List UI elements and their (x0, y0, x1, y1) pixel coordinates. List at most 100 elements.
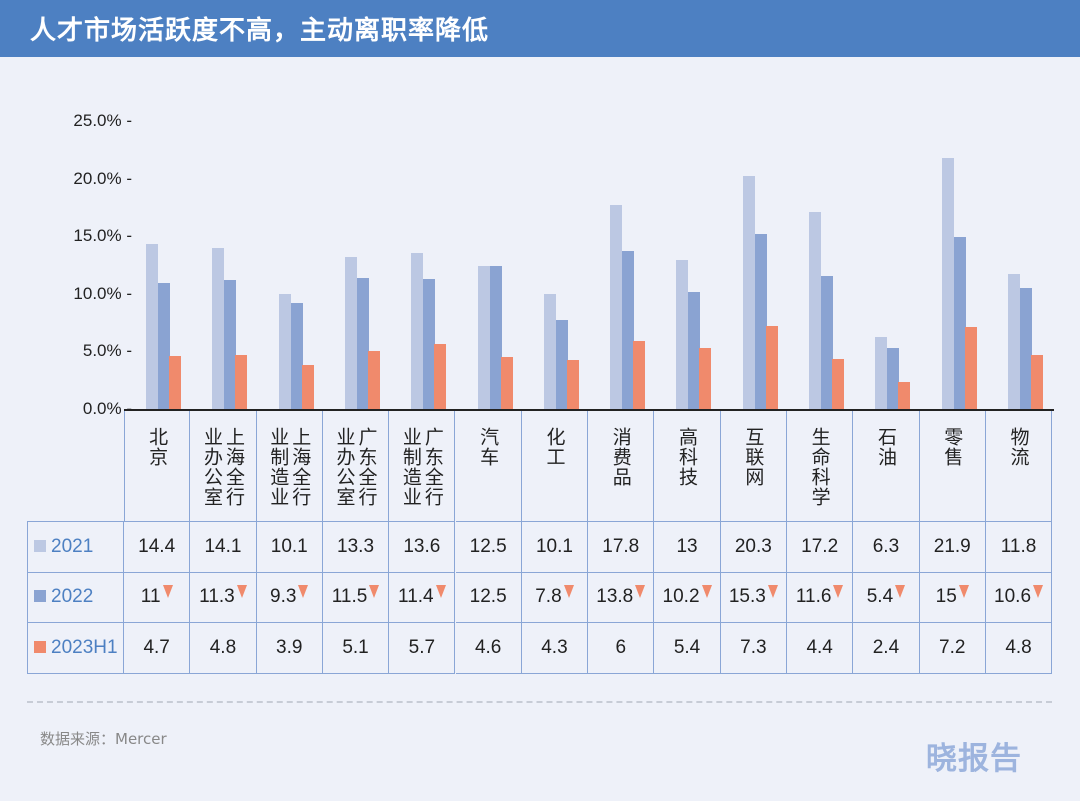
data-label: 5.4 (853, 572, 920, 623)
category-header: 高科技 (654, 411, 721, 521)
data-label: 20.3 (720, 521, 787, 573)
data-label: 10.1 (521, 521, 589, 573)
value-text: 13.6 (403, 536, 441, 557)
category-header: 北京 (124, 411, 191, 521)
decrease-triangle-icon (767, 585, 778, 598)
legend-label: 2021 (51, 536, 94, 557)
category-header: 石油 (853, 411, 920, 521)
decrease-triangle-icon (635, 585, 646, 598)
data-label: 12.5 (455, 521, 522, 573)
value-text: 20.3 (734, 536, 772, 557)
value-text: 4.4 (806, 637, 833, 658)
title-bar: 人才市场活跃度不高，主动离职率降低 (0, 0, 1080, 57)
value-text: 14.1 (204, 536, 242, 557)
data-label: 12.5 (455, 572, 522, 623)
data-label: 2.4 (853, 623, 920, 674)
category-header: 广东全行业办公室 (323, 411, 390, 521)
data-label: 4.8 (985, 623, 1053, 674)
bar-2021 (344, 256, 357, 410)
value-text: 4.6 (474, 637, 502, 658)
decrease-triangle-icon (833, 585, 844, 598)
legend-label: 2023H1 (51, 637, 118, 658)
bar-2022 (356, 277, 369, 410)
bar-2023H1 (367, 351, 380, 410)
value-text: 11.8 (1000, 536, 1037, 557)
category-label: 高科技 (676, 427, 699, 487)
bar-2021 (411, 253, 424, 410)
value-text: 5.7 (408, 637, 436, 658)
category-header: 生命科学 (787, 411, 854, 521)
category-label: 广东全行业办公室 (333, 427, 378, 507)
value-text: 12.5 (469, 586, 507, 607)
legend-label: 2022 (51, 586, 94, 607)
decrease-triangle-icon (236, 585, 247, 598)
value-text: 11.5 (331, 586, 368, 607)
category-label: 零售 (941, 427, 964, 467)
decrease-triangle-icon (895, 585, 906, 598)
value-text: 10.2 (662, 586, 700, 607)
value-text: 3.9 (276, 637, 303, 658)
bar-2021 (1007, 274, 1020, 410)
bar-2022 (158, 283, 170, 410)
category-label: 石油 (874, 427, 897, 467)
y-tick-label: 10.0% - (73, 283, 132, 303)
bar-2023H1 (235, 354, 248, 410)
bar-2023H1 (765, 325, 778, 410)
category-label: 互联网 (742, 427, 765, 487)
divider (27, 701, 1052, 703)
data-label: 11 (124, 572, 191, 623)
bar-2021 (875, 337, 888, 410)
value-text: 4.3 (541, 637, 568, 658)
value-text: 13.3 (337, 536, 375, 557)
value-text: 4.8 (209, 637, 237, 658)
bar-2022 (555, 320, 568, 410)
data-label: 10.2 (654, 572, 721, 623)
bar-2023H1 (169, 355, 181, 410)
category-header: 物流 (986, 411, 1053, 521)
value-text: 4.7 (143, 637, 170, 658)
category-header: 广东全行业制造业 (389, 411, 456, 521)
data-label: 7.2 (919, 623, 986, 674)
data-label: 5.4 (654, 623, 721, 674)
data-label: 6.3 (853, 521, 920, 573)
category-header: 上海全行业办公室 (190, 411, 257, 521)
category-label: 上海全行业办公室 (200, 427, 245, 507)
value-text: 6 (615, 637, 627, 658)
data-label: 13.8 (588, 572, 655, 623)
bar-2023H1 (699, 347, 712, 410)
value-text: 13 (676, 536, 698, 557)
bar-2022 (290, 302, 303, 410)
bar-2023H1 (1030, 354, 1043, 410)
value-text: 7.3 (740, 637, 767, 658)
bar-2021 (610, 204, 623, 410)
category-header: 上海全行业制造业 (257, 411, 323, 521)
value-text: 9.3 (270, 586, 297, 607)
value-text: 21.9 (933, 536, 971, 557)
legend-2021: 2021 (27, 521, 124, 573)
y-tick-label: 20.0% - (73, 168, 132, 188)
category-label: 上海全行业制造业 (267, 427, 312, 507)
bar-2022 (953, 237, 966, 410)
bar-2023H1 (832, 359, 844, 410)
legend-swatch (34, 590, 46, 602)
value-text: 10.6 (994, 586, 1032, 607)
category-label: 汽车 (477, 427, 500, 467)
bar-2021 (477, 266, 490, 410)
data-label: 7.8 (521, 572, 589, 623)
value-text: 10.1 (535, 536, 573, 557)
category-label: 化工 (543, 427, 566, 467)
value-text: 15.3 (728, 586, 766, 607)
data-label: 4.4 (787, 623, 854, 674)
bar-2021 (742, 176, 755, 410)
x-axis-line (124, 409, 1054, 411)
data-label: 13.6 (389, 521, 456, 573)
bar-2022 (1019, 287, 1032, 410)
data-label: 9.3 (256, 572, 323, 623)
category-label: 消费品 (609, 427, 632, 487)
data-label: 4.8 (190, 623, 257, 674)
data-label: 17.8 (588, 521, 655, 573)
bar-2023H1 (434, 344, 447, 410)
decrease-triangle-icon (369, 585, 380, 598)
bar-2023H1 (964, 327, 977, 410)
